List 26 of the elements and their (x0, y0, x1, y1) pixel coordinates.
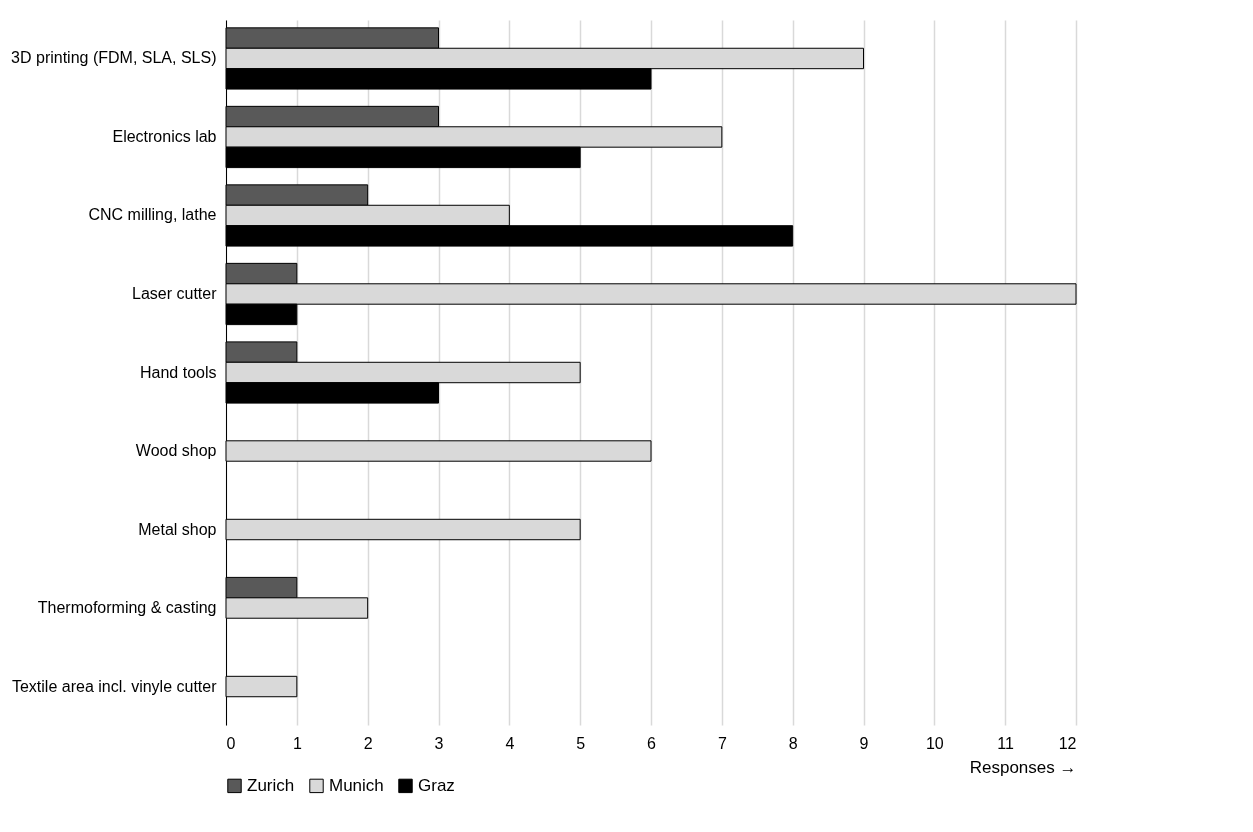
legend-label: Graz (418, 775, 455, 795)
y-tick-label: Electronics lab (112, 127, 217, 145)
y-tick-label: Textile area incl. vinyle cutter (11, 677, 218, 695)
x-tick-label: 2 (363, 734, 373, 752)
legend-label: Zurich (247, 775, 295, 795)
y-tick-label: Metal shop (138, 520, 217, 538)
y-tick-label: Laser cutter (132, 284, 218, 302)
x-tick-label: 6 (647, 734, 657, 752)
x-tick-label: 11 (997, 734, 1015, 752)
legend-label: Munich (329, 775, 384, 795)
y-tick-label: Wood shop (135, 442, 217, 460)
x-tick-label: 8 (788, 734, 798, 752)
y-tick-label: CNC milling, lathe (88, 206, 217, 224)
x-tick-label: 5 (576, 734, 586, 752)
x-tick-label: 3 (434, 734, 444, 752)
x-tick-label: 0 (226, 734, 236, 752)
x-tick-label: 7 (717, 734, 727, 752)
x-tick-label: 1 (292, 734, 302, 752)
x-tick-label: 12 (1058, 734, 1077, 752)
x-tick-label: 4 (505, 734, 515, 752)
x-tick-label: 9 (859, 734, 869, 752)
x-tick-label: 10 (925, 734, 944, 752)
y-tick-label: Hand tools (140, 363, 217, 381)
y-tick-label: Thermoforming & casting (37, 599, 217, 617)
x-axis-title: Responses → (969, 757, 1077, 777)
y-tick-label: 3D printing (FDM, SLA, SLS) (11, 49, 217, 67)
